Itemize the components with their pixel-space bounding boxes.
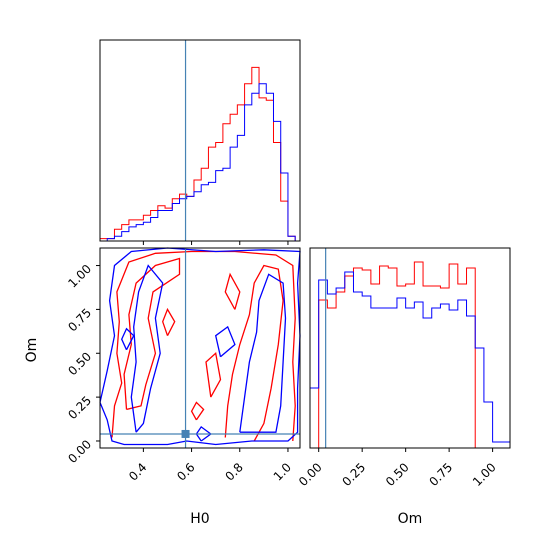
contour-line-red <box>190 401 205 421</box>
histogram-step-blue <box>100 83 296 242</box>
y-tick-label: 0.25 <box>65 393 94 422</box>
x-axis-label-h0: H0 <box>190 511 209 527</box>
contour-line-red <box>123 257 181 411</box>
panel-h0-hist <box>99 39 301 245</box>
x-tick-label: 1.00 <box>470 460 499 489</box>
panel-frame-om-hist <box>309 247 511 449</box>
contour-line-red <box>224 272 241 310</box>
y-tick-label: 1.00 <box>65 262 94 291</box>
y-tick-label: 0.50 <box>65 349 94 378</box>
panel-frame-contour <box>99 247 301 449</box>
x-tick-label: 0.25 <box>340 460 369 489</box>
contour-line-red <box>162 307 176 336</box>
contour-line-red <box>224 264 284 442</box>
y-axis-label-om: Om <box>24 338 40 363</box>
x-tick-label: 0.00 <box>296 460 325 489</box>
x-tick-label: 0.50 <box>383 460 412 489</box>
histogram-step-red <box>310 261 510 449</box>
histogram-step-blue <box>310 271 510 443</box>
contour-line-blue <box>120 327 135 351</box>
x-tick-label: 0.75 <box>426 460 455 489</box>
contour-line-blue <box>130 264 164 433</box>
truth-marker <box>181 429 190 438</box>
contour-line-blue <box>214 325 236 358</box>
contour-line-red <box>111 250 296 442</box>
panel-frame-h0-hist <box>99 39 301 242</box>
contour-line-blue <box>195 425 212 442</box>
contour-line-red <box>205 352 222 398</box>
x-axis-label-om: Om <box>398 511 423 527</box>
x-tick-label: 0.4 <box>126 460 149 483</box>
panel-om-hist: 0.00 0.25 0.50 0.75 1.00 Om <box>296 247 511 527</box>
y-tick-label: 0.75 <box>65 306 94 335</box>
y-tick-label: 0.00 <box>65 437 94 466</box>
x-tick-label: 0.8 <box>222 460 245 483</box>
histogram-step-red <box>99 66 296 241</box>
contour-line-blue <box>239 273 287 433</box>
x-tick-label: 0.6 <box>174 460 197 483</box>
panel-contour: 0.4 0.6 0.8 1.0 0.00 0.25 0.50 0.75 1.00 H0 Om <box>24 247 301 527</box>
x-tick-label: 1.0 <box>271 460 294 483</box>
